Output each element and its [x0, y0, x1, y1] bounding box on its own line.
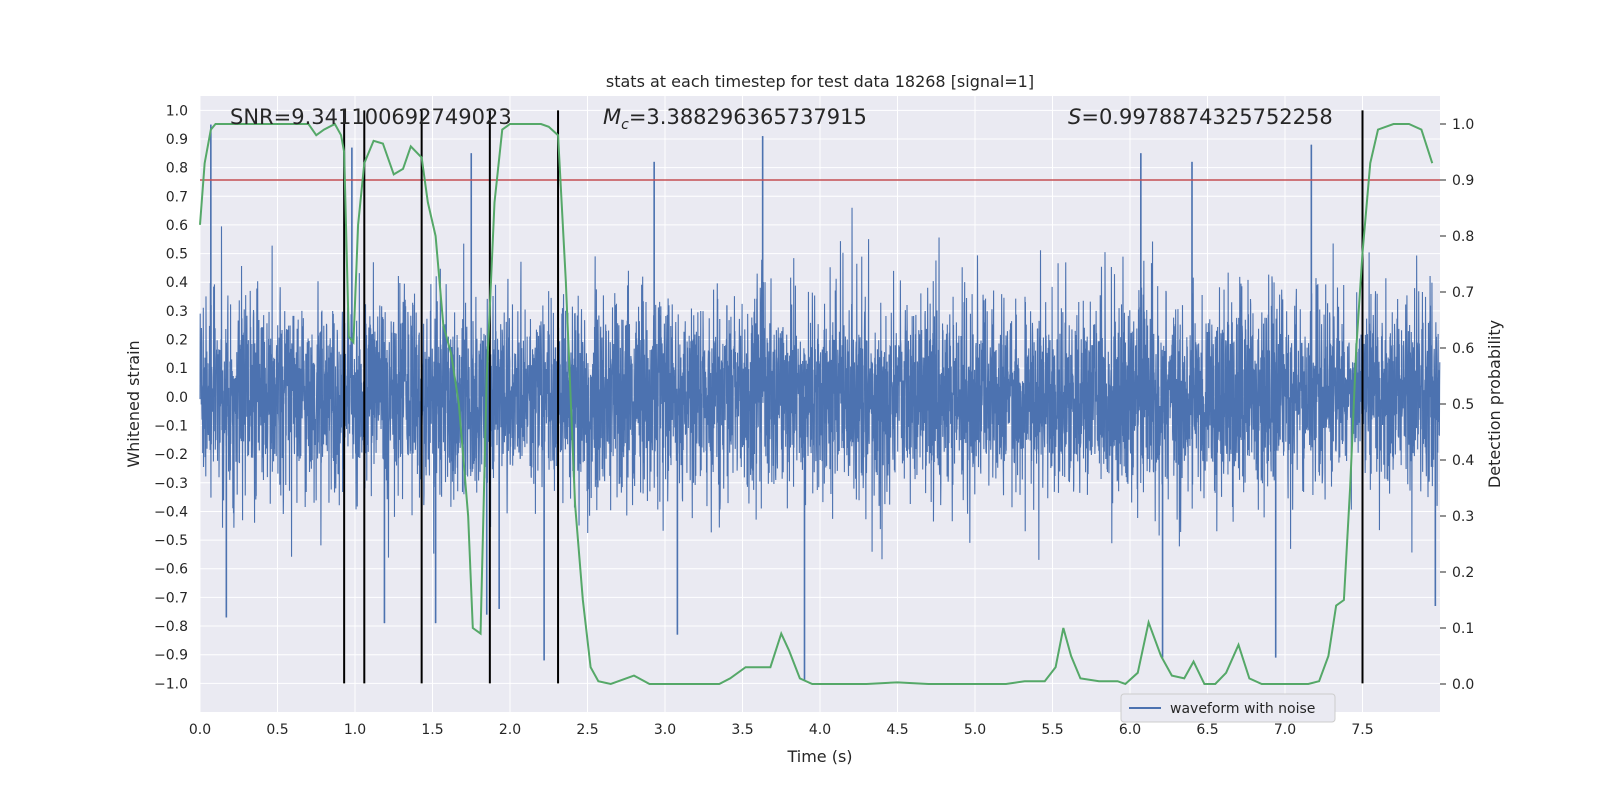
y2-tick-label: 0.6 [1452, 341, 1474, 357]
y2-tick-label: 0.7 [1452, 285, 1474, 301]
x-tick-label: 3.5 [731, 722, 753, 738]
y-tick-label: −0.6 [154, 562, 188, 578]
y-tick-label: −0.3 [154, 476, 188, 492]
y-tick-label: −1.0 [154, 676, 188, 692]
y2-axis-label: Detection probability [1485, 320, 1504, 488]
y2-tick-label: 0.0 [1452, 677, 1474, 693]
chirp-mass-symbol: M [603, 105, 621, 129]
x-tick-label: 7.5 [1351, 722, 1373, 738]
ticks: 0.0 0.5 1.0 1.5 2.0 2.5 3.0 3.5 4.0 4.5 5.0 5.5 6.0 6… [154, 103, 1474, 738]
y2-tick-label: 0.5 [1452, 397, 1474, 413]
y-tick-label: 0.0 [166, 390, 188, 406]
y-tick-label: −0.7 [154, 590, 188, 606]
y-tick-label: −0.5 [154, 533, 188, 549]
x-tick-label: 1.0 [344, 722, 366, 738]
s-annotation: S=0.9978874325752258 [1068, 105, 1333, 129]
event-lines [343, 110, 1364, 684]
chirp-mass-annotation: Mc=3.388296365737915 [603, 105, 867, 133]
probability-line [199, 122, 1434, 686]
y-tick-label: 0.4 [166, 275, 188, 291]
s-symbol: S [1068, 105, 1081, 129]
x-tick-label: 5.5 [1041, 722, 1063, 738]
y-tick-label: −0.4 [154, 504, 188, 520]
x-axis-label: Time (s) [786, 747, 852, 766]
y-tick-label: 0.6 [166, 218, 188, 234]
y-tick-label: 0.5 [166, 247, 188, 263]
y-tick-label: −0.1 [154, 418, 188, 434]
y-tick-label: −0.9 [154, 648, 188, 664]
legend: waveform with noise [1120, 693, 1336, 723]
probability-series [199, 122, 1434, 686]
legend-box [1120, 693, 1336, 723]
snr-annotation: SNR=9.341100692749023 [230, 105, 512, 129]
x-tick-label: 3.0 [654, 722, 676, 738]
x-tick-label: 6.5 [1196, 722, 1218, 738]
x-tick-label: 0.5 [266, 722, 288, 738]
legend-label: waveform with noise [1170, 701, 1315, 717]
chirp-mass-subscript: c [621, 117, 629, 133]
x-tick-label: 1.5 [421, 722, 443, 738]
y-axis-label: Whitened strain [124, 340, 143, 467]
y-tick-label: 0.9 [166, 132, 188, 148]
x-tick-label: 2.0 [499, 722, 521, 738]
x-tick-label: 2.5 [576, 722, 598, 738]
y-tick-label: 0.8 [166, 161, 188, 177]
y-tick-label: −0.8 [154, 619, 188, 635]
x-tick-label: 7.0 [1274, 722, 1296, 738]
y2-tick-label: 0.3 [1452, 509, 1474, 525]
x-tick-label: 0.0 [189, 722, 211, 738]
y-tick-label: 0.1 [166, 361, 188, 377]
y2-tick-label: 0.2 [1452, 565, 1474, 581]
y2-tick-label: 1.0 [1452, 117, 1474, 133]
y2-tick-label: 0.9 [1452, 173, 1474, 189]
y-tick-label: 0.2 [166, 333, 188, 349]
s-value: =0.9978874325752258 [1081, 105, 1332, 129]
y-tick-label: 0.3 [166, 304, 188, 320]
waveform-series [199, 124, 1441, 681]
y-tick-label: 0.7 [166, 189, 188, 205]
y-tick-label: −0.2 [154, 447, 188, 463]
y-tick-label: 1.0 [166, 103, 188, 119]
y2-tick-label: 0.8 [1452, 229, 1474, 245]
x-tick-label: 5.0 [964, 722, 986, 738]
chirp-mass-value: =3.388296365737915 [629, 105, 867, 129]
y2-tick-label: 0.1 [1452, 621, 1474, 637]
x-tick-label: 4.0 [809, 722, 831, 738]
chart-title: stats at each timestep for test data 182… [606, 72, 1034, 91]
x-tick-label: 6.0 [1119, 722, 1141, 738]
x-tick-label: 4.5 [886, 722, 908, 738]
y2-tick-label: 0.4 [1452, 453, 1474, 469]
